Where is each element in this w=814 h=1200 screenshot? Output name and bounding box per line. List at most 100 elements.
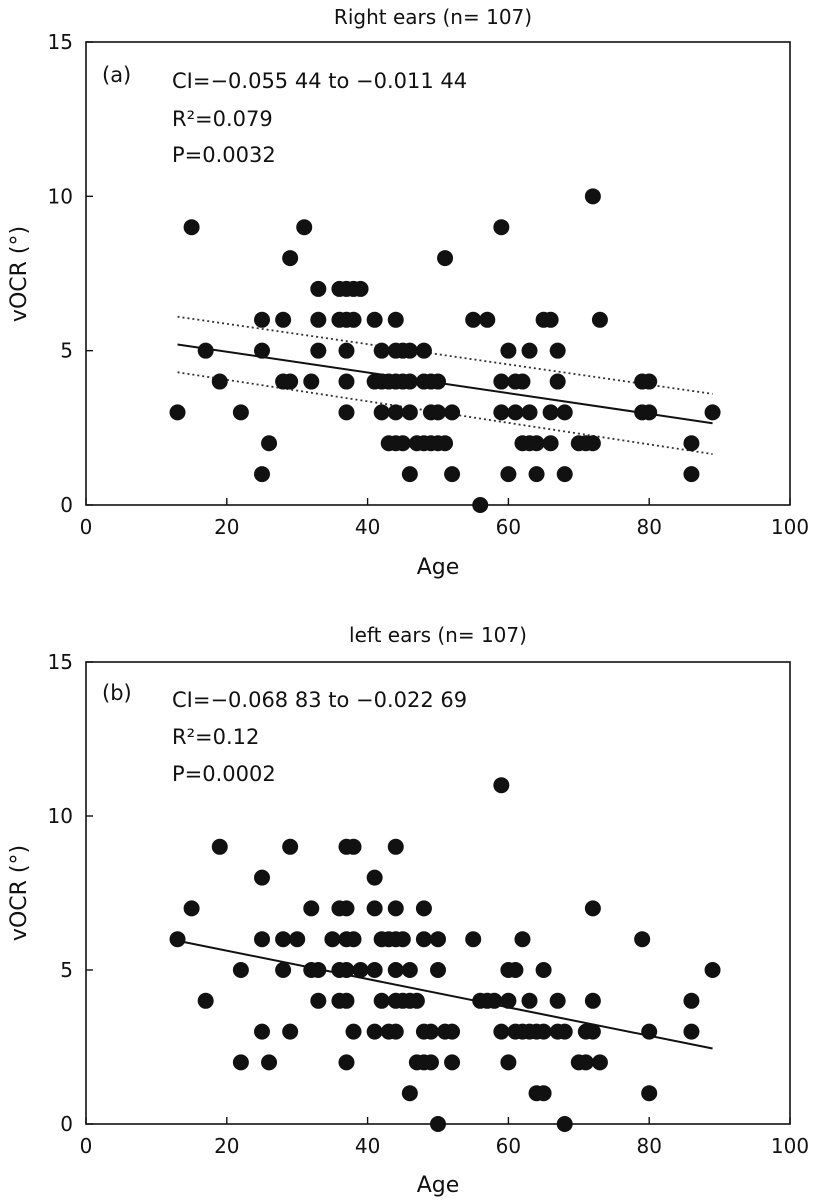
- panel-b-data-point: [197, 992, 214, 1009]
- panel-b-data-point: [430, 1116, 446, 1132]
- panel-b-data-point: [289, 931, 306, 948]
- panel-a-plot-frame: [85, 41, 791, 506]
- panel-a-y-tick-label: 15: [48, 30, 73, 54]
- panel-a-label: (a): [102, 63, 131, 87]
- panel-b-data-point: [634, 931, 651, 948]
- panel-a-data-point: [528, 435, 545, 452]
- panel-b-data-point: [584, 992, 601, 1009]
- panel-b-data-point: [641, 1023, 658, 1040]
- panel-b-data-point: [556, 1116, 573, 1132]
- panel-b-data-point: [549, 992, 566, 1009]
- panel-a-data-point: [584, 188, 601, 205]
- panel-b-data-point: [254, 931, 270, 948]
- panel-a-data-point: [556, 466, 573, 483]
- panel-b-data-point: [500, 1054, 517, 1071]
- panel-b-ci-text: CI=−0.068 83 to −0.022 69: [172, 688, 467, 712]
- panel-a-data-point: [169, 404, 186, 421]
- panel-b-data-point: [584, 900, 601, 917]
- panel-b-data-point: [584, 1023, 601, 1040]
- panel-b-data-point: [232, 962, 249, 978]
- panel-a-data-point: [310, 311, 327, 328]
- panel-a-data-point: [500, 466, 517, 483]
- panel-b-data-point: [310, 992, 327, 1009]
- panel-b-r2-text: R²=0.12: [172, 725, 259, 749]
- panel-b-data-point: [169, 931, 186, 948]
- panel-b-label: (b): [102, 681, 132, 705]
- panel-b-data-point: [275, 962, 292, 978]
- panel-b-data-point: [535, 962, 552, 978]
- panel-a-data-point: [282, 250, 299, 267]
- panel-b-data-point: [338, 1054, 355, 1071]
- panel-b-data-point: [345, 1023, 362, 1040]
- panel-b-data-point: [514, 931, 531, 948]
- panel-b-data-point: [232, 1054, 249, 1071]
- panel-b-fit-lines: [177, 939, 713, 1050]
- panel-b-x-axis-label: Age: [417, 1173, 460, 1198]
- panel-a-data-point: [211, 373, 228, 390]
- panel-b-x-tick-label: 100: [771, 1134, 809, 1158]
- panel-a-data-point: [282, 373, 299, 390]
- panel-b-data-point: [211, 838, 228, 855]
- panel-a-data-point: [521, 404, 538, 421]
- panel-a-y-tick-label: 10: [48, 184, 73, 208]
- panel-a-fit-lines: [177, 315, 713, 455]
- panel-a-data-point: [373, 342, 390, 359]
- panel-b-data-point: [275, 931, 292, 948]
- panel-a-data-point: [394, 435, 411, 452]
- panel-b-data-point: [401, 962, 418, 978]
- panel-a-data-point: [387, 311, 404, 328]
- panel-a-data-point: [542, 435, 559, 452]
- panel-b-x-tick-label: 20: [214, 1134, 239, 1158]
- panel-a-data-point: [542, 404, 559, 421]
- panel-b-data-point: [366, 900, 383, 917]
- panel-a-data-point: [549, 342, 566, 359]
- panel-a: Right ears (n= 107) (a) CI=−0.055 44 to …: [7, 5, 809, 580]
- panel-b-data-point: [387, 1023, 404, 1040]
- panel-b-data-point: [641, 1085, 658, 1102]
- panel-a-data-point: [704, 404, 721, 421]
- panel-a-x-tick-label: 60: [496, 515, 521, 539]
- panel-b-data-point: [338, 962, 355, 978]
- panel-b-data-point: [408, 992, 425, 1009]
- panel-a-y-tick-label: 0: [60, 493, 73, 517]
- panel-a-data-point: [430, 404, 446, 421]
- panel-b-data-point: [465, 931, 482, 948]
- panel-a-data-point: [437, 435, 454, 452]
- panel-a-data-point: [542, 311, 559, 328]
- panel-b-y-axis-label: vOCR (°): [7, 845, 32, 941]
- panel-b-y-tick-label: 15: [48, 650, 73, 674]
- panel-a-data-point: [465, 311, 482, 328]
- panel-a-y-axis-label: vOCR (°): [7, 226, 32, 322]
- panel-b-data-point: [577, 1054, 594, 1071]
- panel-b-data-point: [556, 1023, 573, 1040]
- panel-a-data-point: [556, 404, 573, 421]
- panel-b-data-point: [387, 962, 404, 978]
- panel-b-data-point: [366, 962, 383, 978]
- panel-a-data-point: [500, 342, 517, 359]
- panel-a-ci-upper-line: [177, 315, 713, 395]
- panel-a-data-point: [683, 435, 700, 452]
- panel-a-y-tick-label: 5: [60, 339, 73, 363]
- panel-a-data-point: [345, 311, 362, 328]
- panel-a-data-point: [275, 311, 292, 328]
- panel-b-data-point: [430, 962, 446, 978]
- panel-b-data-point: [387, 838, 404, 855]
- panel-b-data-point: [366, 1023, 383, 1040]
- panel-b-data-point: [415, 900, 432, 917]
- panel-a-data-point: [591, 311, 608, 328]
- panel-a-data-point: [338, 342, 355, 359]
- panel-a-data-point: [352, 280, 369, 297]
- panel-a-data-point: [401, 466, 418, 483]
- panel-b-title: left ears (n= 107): [349, 623, 527, 647]
- panel-b-data-point: [422, 1054, 439, 1071]
- panel-b-data-point: [324, 931, 341, 948]
- panel-b-data-point: [345, 838, 362, 855]
- panel-a-data-point: [366, 311, 383, 328]
- panel-a-data-point: [254, 342, 270, 359]
- panel-a-data-point: [493, 373, 510, 390]
- panel-a-data-point: [493, 219, 510, 236]
- panel-b-data-point: [444, 1023, 461, 1040]
- panel-a-x-tick-label: 20: [214, 515, 239, 539]
- panel-b-data-point: [422, 1023, 439, 1040]
- panel-b-data-point: [683, 1023, 700, 1040]
